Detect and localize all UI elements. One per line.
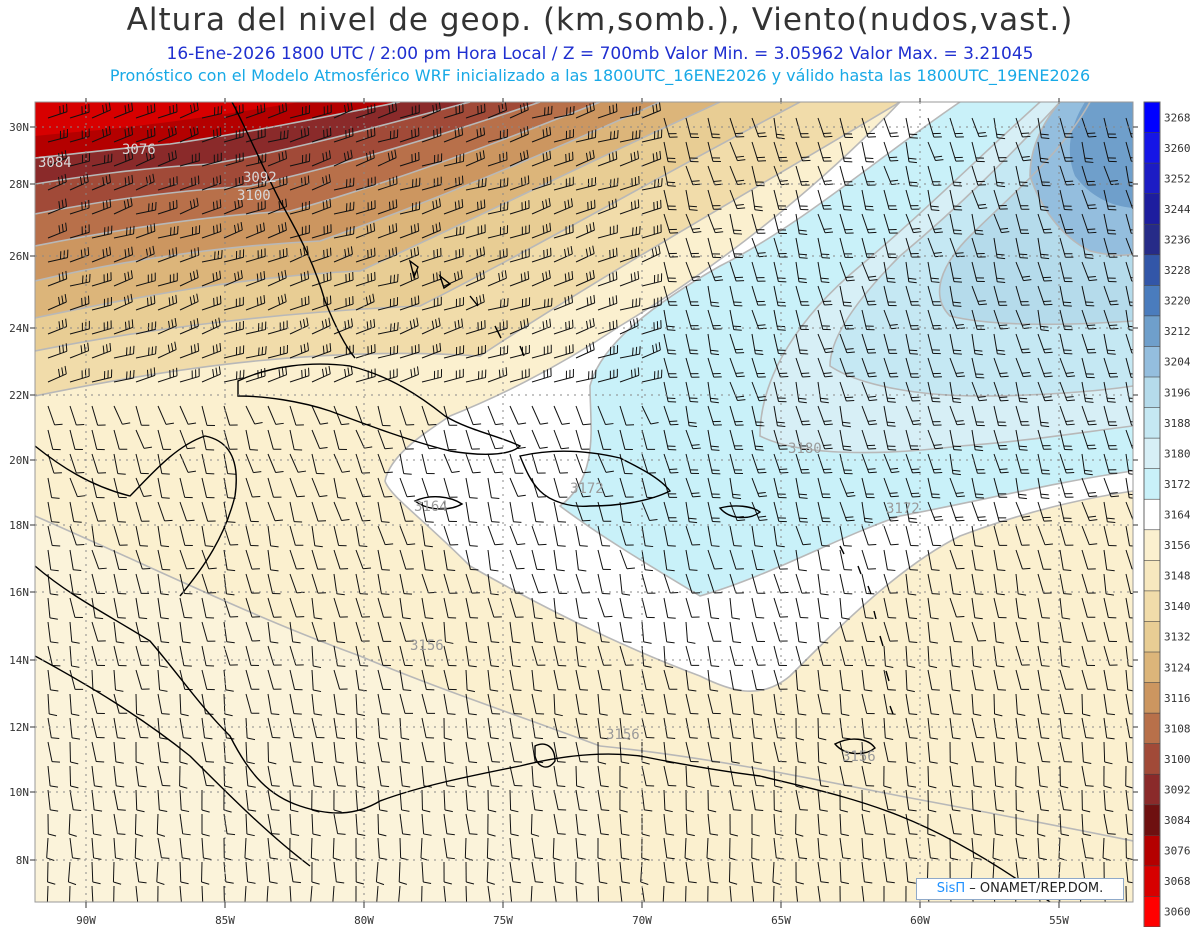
colorbar-swatch: [1144, 530, 1160, 561]
colorbar-swatch: [1144, 591, 1160, 622]
colorbar-swatch: [1144, 469, 1160, 500]
lon-tick-label: 80W: [354, 914, 374, 927]
contour-label: 3172: [886, 501, 920, 517]
colorbar: 3268 3260 3252 3244 3236 3228 3220 3212 3204 3196…: [1144, 102, 1191, 927]
colorbar-label: 3268: [1164, 111, 1191, 124]
colorbar-label: 3188: [1164, 417, 1191, 430]
colorbar-label: 3260: [1164, 142, 1191, 155]
colorbar-label: 3116: [1164, 692, 1191, 705]
lat-tick-label: 20N: [9, 454, 29, 467]
colorbar-swatch: [1144, 438, 1160, 469]
colorbar-swatch: [1144, 224, 1160, 255]
lat-tick-label: 14N: [9, 654, 29, 667]
colorbar-swatch: [1144, 713, 1160, 744]
colorbar-label: 3172: [1164, 478, 1191, 491]
contour-label: 3100: [237, 188, 271, 204]
colorbar-swatch: [1144, 102, 1160, 133]
colorbar-swatch: [1144, 866, 1160, 897]
lon-tick-label: 70W: [632, 914, 652, 927]
colorbar-label: 3180: [1164, 447, 1191, 460]
lon-tick-label: 90W: [76, 914, 96, 927]
colorbar-label: 3124: [1164, 661, 1191, 674]
lat-tick-label: 18N: [9, 519, 29, 532]
geopotential-map: 3076 3084 3092 3100 3164 3172 3180 3172 3156 3156…: [0, 96, 1200, 927]
colorbar-label: 3076: [1164, 845, 1191, 858]
colorbar-label: 3068: [1164, 875, 1191, 888]
model-run-info: Pronóstico con el Modelo Atmosférico WRF…: [0, 66, 1200, 85]
colorbar-swatch: [1144, 560, 1160, 591]
colorbar-label: 3100: [1164, 753, 1191, 766]
colorbar-swatch: [1144, 835, 1160, 866]
colorbar-label: 3108: [1164, 722, 1191, 735]
colorbar-swatch: [1144, 133, 1160, 164]
colorbar-label: 3060: [1164, 906, 1191, 919]
colorbar-label: 3228: [1164, 264, 1191, 277]
lat-tick-label: 26N: [9, 250, 29, 263]
colorbar-label: 3212: [1164, 325, 1191, 338]
colorbar-swatch: [1144, 499, 1160, 530]
credit-text: – ONAMET/REP.DOM.: [969, 881, 1103, 896]
colorbar-swatch: [1144, 744, 1160, 775]
colorbar-label: 3236: [1164, 234, 1191, 247]
lat-tick-label: 12N: [9, 721, 29, 734]
colorbar-swatch: [1144, 805, 1160, 836]
lat-tick-label: 24N: [9, 322, 29, 335]
lon-tick-label: 55W: [1049, 914, 1069, 927]
lon-tick-label: 60W: [910, 914, 930, 927]
lat-tick-label: 10N: [9, 786, 29, 799]
colorbar-swatch: [1144, 774, 1160, 805]
lat-tick-label: 30N: [9, 121, 29, 134]
colorbar-swatch: [1144, 896, 1160, 927]
colorbar-swatch: [1144, 255, 1160, 286]
colorbar-label: 3132: [1164, 631, 1191, 644]
colorbar-label: 3204: [1164, 356, 1191, 369]
contour-label: 3156: [410, 638, 444, 654]
lat-tick-label: 28N: [9, 178, 29, 191]
chart-title: Altura del nivel de geop. (km,somb.), Vi…: [0, 2, 1200, 38]
credit-box: SisΠ – ONAMET/REP.DOM.: [916, 878, 1124, 900]
colorbar-label: 3244: [1164, 203, 1191, 216]
colorbar-label: 3252: [1164, 172, 1191, 185]
contour-label: 3180: [788, 441, 822, 457]
colorbar-label: 3148: [1164, 570, 1191, 583]
colorbar-swatch: [1144, 316, 1160, 347]
colorbar-swatch: [1144, 621, 1160, 652]
colorbar-swatch: [1144, 346, 1160, 377]
contour-label: 3084: [38, 155, 72, 171]
colorbar-label: 3092: [1164, 784, 1191, 797]
latitude-labels: 30N 28N 26N 24N 22N 20N 18N 16N 14N 12N 10N 8N: [9, 121, 29, 867]
sispi-logo: SisΠ: [937, 881, 965, 896]
lon-tick-label: 75W: [493, 914, 513, 927]
colorbar-label: 3220: [1164, 295, 1191, 308]
colorbar-swatch: [1144, 408, 1160, 439]
colorbar-swatch: [1144, 163, 1160, 194]
lon-tick-label: 85W: [215, 914, 235, 927]
colorbar-label: 3164: [1164, 509, 1191, 522]
contour-label: 3156: [842, 749, 876, 765]
lat-tick-label: 22N: [9, 389, 29, 402]
colorbar-label: 3156: [1164, 539, 1191, 552]
contour-label: 3164: [414, 499, 448, 515]
colorbar-swatch: [1144, 377, 1160, 408]
valid-time-info: 16-Ene-2026 1800 UTC / 2:00 pm Hora Loca…: [0, 44, 1200, 64]
colorbar-swatch: [1144, 683, 1160, 714]
lat-tick-label: 16N: [9, 586, 29, 599]
colorbar-label: 3084: [1164, 814, 1191, 827]
lon-tick-label: 65W: [771, 914, 791, 927]
longitude-labels: 90W 85W 80W 75W 70W 65W 60W 55W: [76, 914, 1069, 927]
colorbar-swatch: [1144, 194, 1160, 225]
contour-label: 3172: [570, 481, 604, 497]
colorbar-label: 3196: [1164, 386, 1191, 399]
contour-label: 3156: [606, 727, 640, 743]
lat-tick-label: 8N: [16, 854, 29, 867]
colorbar-swatch: [1144, 652, 1160, 683]
colorbar-swatch: [1144, 285, 1160, 316]
colorbar-label: 3140: [1164, 600, 1191, 613]
contour-label: 3076: [122, 142, 156, 158]
map-area: 3076 3084 3092 3100 3164 3172 3180 3172 3156 3156…: [0, 96, 1200, 927]
